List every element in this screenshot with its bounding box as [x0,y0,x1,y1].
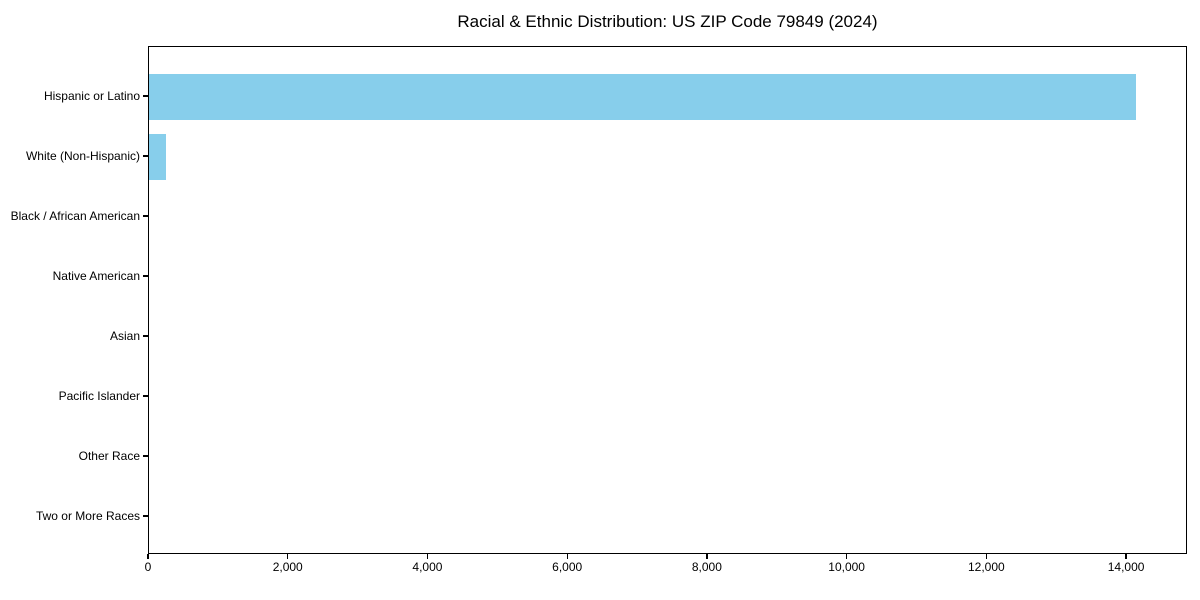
x-tick-label: 6,000 [552,560,583,574]
x-tick-mark [426,554,429,559]
x-tick-mark [845,554,848,559]
x-tick-mark [287,554,289,559]
chart-title: Racial & Ethnic Distribution: US ZIP Cod… [457,12,878,31]
y-tick-label: White (Non-Hispanic) [25,148,140,163]
x-tick-label: 2,000 [272,560,303,574]
x-axis-labels: 0 2,000 4,000 6,000 8,000 10,000 12,000 14,000 [144,560,1187,580]
y-tick-label: Black / African American [10,208,140,223]
x-tick-mark [706,554,708,559]
x-tick-label: 14,000 [1107,560,1145,574]
y-tick-label: Native American [52,268,140,283]
x-tick-mark [985,554,987,559]
x-tick-label: 10,000 [828,560,865,574]
x-tick-label: 0 [144,560,152,574]
x-tick-mark [1125,554,1127,559]
y-tick-label: Two or More Races [35,508,140,523]
y-tick-label: Hispanic or Latino [43,88,140,103]
x-tick-label: 8,000 [691,560,722,574]
x-tick-label: 4,000 [412,560,443,574]
bar [149,74,1137,120]
x-tick-mark [566,554,568,559]
plot-area [148,46,1187,554]
x-tick-label: 12,000 [967,560,1005,574]
y-tick-label: Asian [109,328,140,343]
y-tick-label: Other Race [78,448,140,463]
y-axis-labels: Hispanic or Latino White (Non-Hispanic) Bl… [0,46,140,554]
x-tick-mark [147,554,149,559]
y-tick-label: Pacific Islander [58,388,140,403]
bar [149,134,167,180]
